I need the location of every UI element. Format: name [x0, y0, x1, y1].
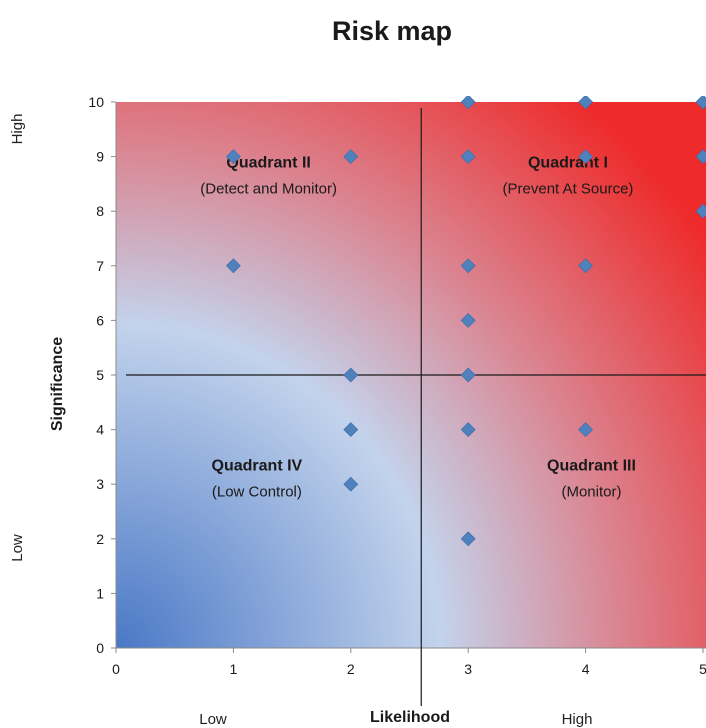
data-point	[695, 203, 706, 219]
quadrant-iv-subtitle: (Low Control)	[212, 484, 302, 501]
x-tick-label: 1	[230, 661, 238, 677]
data-point	[460, 312, 476, 328]
x-tick-label: 3	[464, 661, 472, 677]
y-axis-title: Significance	[49, 337, 66, 431]
data-point	[578, 96, 594, 110]
x-tick-label: 0	[112, 661, 120, 677]
data-point	[578, 149, 594, 165]
quadrant-iv-title: Quadrant IV	[212, 458, 303, 475]
quadrant-i-title: Quadrant I	[528, 155, 608, 172]
data-points	[225, 96, 706, 547]
data-point	[460, 96, 476, 110]
x-tick-label: 2	[347, 661, 355, 677]
quadrant-iii-subtitle: (Monitor)	[561, 484, 621, 501]
y-tick-label: 5	[96, 367, 104, 383]
data-point	[695, 96, 706, 110]
quadrant-i-subtitle: (Prevent At Source)	[503, 181, 634, 198]
y-tick-label: 6	[96, 312, 104, 328]
y-tick-label: 0	[96, 640, 104, 656]
data-point	[343, 476, 359, 492]
x-tick-label: 5	[699, 661, 706, 677]
quadrant-labels: Quadrant II (Detect and Monitor) Quadrant …	[200, 155, 636, 501]
x-axis-low-label: Low	[199, 711, 227, 728]
data-point	[343, 149, 359, 165]
data-point	[578, 422, 594, 438]
data-point	[460, 531, 476, 547]
data-point	[343, 367, 359, 383]
quadrant-ii-title: Quadrant II	[226, 155, 310, 172]
chart-title: Risk map	[332, 16, 452, 46]
data-point	[578, 258, 594, 274]
data-point	[343, 422, 359, 438]
x-axis-title: Likelihood	[370, 709, 450, 726]
y-tick-label: 8	[96, 203, 104, 219]
y-tick-label: 10	[88, 94, 104, 110]
y-axis-high-label: High	[9, 114, 26, 145]
quadrant-ii-subtitle: (Detect and Monitor)	[200, 181, 337, 198]
data-point	[460, 149, 476, 165]
y-axis-low-label: Low	[9, 534, 26, 562]
y-tick-label: 3	[96, 476, 104, 492]
data-point	[460, 422, 476, 438]
data-point	[460, 367, 476, 383]
x-tick-label: 4	[582, 661, 590, 677]
data-point	[225, 258, 241, 274]
x-axis-ticks: 0 1 2 3 4 5	[112, 648, 706, 677]
y-tick-label: 7	[96, 258, 104, 274]
y-tick-label: 9	[96, 149, 104, 165]
x-axis-high-label: High	[562, 711, 593, 728]
quadrant-iii-title: Quadrant III	[547, 458, 636, 475]
data-point	[225, 149, 241, 165]
y-axis-ticks: 0 1 2 3 4 5 6 7 8 9 10	[88, 94, 116, 656]
y-tick-label: 4	[96, 422, 104, 438]
y-tick-label: 2	[96, 531, 104, 547]
y-tick-label: 1	[96, 585, 104, 601]
data-point	[460, 258, 476, 274]
data-point	[695, 149, 706, 165]
